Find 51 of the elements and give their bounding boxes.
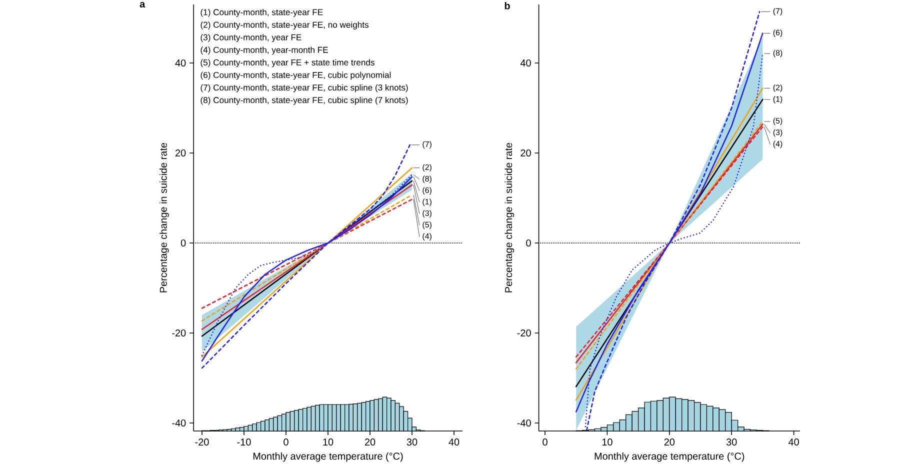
x-tick-label: 10 bbox=[323, 438, 334, 446]
annotation: (7) County-month, state-year FE, cubic spline (3 knots) bbox=[200, 84, 408, 92]
bar bbox=[273, 416, 278, 432]
chart-title: b bbox=[504, 2, 510, 10]
x-tick-label: 0 bbox=[542, 438, 548, 446]
bar bbox=[399, 406, 404, 432]
x-tick-label: 10 bbox=[602, 438, 612, 446]
annotation: (6) County-month, state-year FE, cubic polynomial bbox=[200, 72, 391, 80]
x-tick-label: -10 bbox=[237, 438, 251, 446]
y-tick-label: 40 bbox=[175, 59, 186, 67]
chart-title: a bbox=[140, 2, 146, 8]
y-tick-label: -20 bbox=[172, 329, 186, 337]
x-tick-label: 20 bbox=[364, 438, 376, 446]
annotation: (1) County-month, state-year FE bbox=[200, 8, 323, 17]
bar bbox=[252, 424, 257, 432]
annotation: (4) County-month, year-month FE bbox=[200, 46, 328, 55]
x-tick-label: 20 bbox=[664, 438, 675, 446]
bar bbox=[336, 404, 341, 432]
y-tick-label: 0 bbox=[526, 239, 531, 247]
x-axis-title: Monthly average temperature (°C) bbox=[594, 452, 744, 462]
y-tick-label: -20 bbox=[517, 329, 531, 337]
line-series bbox=[201, 144, 411, 369]
annotation: (2) County-month, state-year FE, no weights bbox=[200, 22, 368, 30]
y-tick-label: 20 bbox=[520, 149, 531, 157]
y-tick-label: 0 bbox=[180, 239, 186, 247]
y-axis-title: Percentage change in suicide rate bbox=[504, 142, 514, 292]
x-tick-label: 40 bbox=[788, 438, 799, 446]
bar bbox=[348, 404, 354, 432]
bar bbox=[294, 410, 299, 432]
x-tick-label: -20 bbox=[195, 438, 209, 446]
bar bbox=[306, 406, 312, 432]
x-tick-label: 40 bbox=[448, 438, 460, 446]
annotation: (8) County-month, state-year FE, cubic spline (7 knots) bbox=[200, 96, 408, 105]
y-axis-title: Percentage change in suicide rate bbox=[160, 142, 169, 292]
y-tick-label: 20 bbox=[176, 149, 186, 157]
bar bbox=[264, 419, 270, 432]
x-tick-label: 30 bbox=[726, 438, 737, 446]
bar bbox=[231, 428, 236, 432]
bar bbox=[378, 398, 383, 432]
y-tick-label: -40 bbox=[517, 419, 531, 427]
y-tick-label: 40 bbox=[520, 59, 531, 67]
x-tick-label: 0 bbox=[284, 438, 288, 446]
bar bbox=[315, 404, 320, 432]
bar bbox=[357, 402, 362, 432]
annotation: (5) County-month, year FE + state time trends bbox=[200, 59, 374, 68]
x-tick-label: 30 bbox=[406, 438, 418, 446]
bar bbox=[390, 400, 396, 432]
annotation: (3) County-month, year FE bbox=[200, 34, 302, 42]
x-axis-title: Monthly average temperature (°C) bbox=[253, 452, 403, 462]
y-tick-label: -40 bbox=[172, 419, 186, 427]
bar bbox=[235, 428, 240, 432]
